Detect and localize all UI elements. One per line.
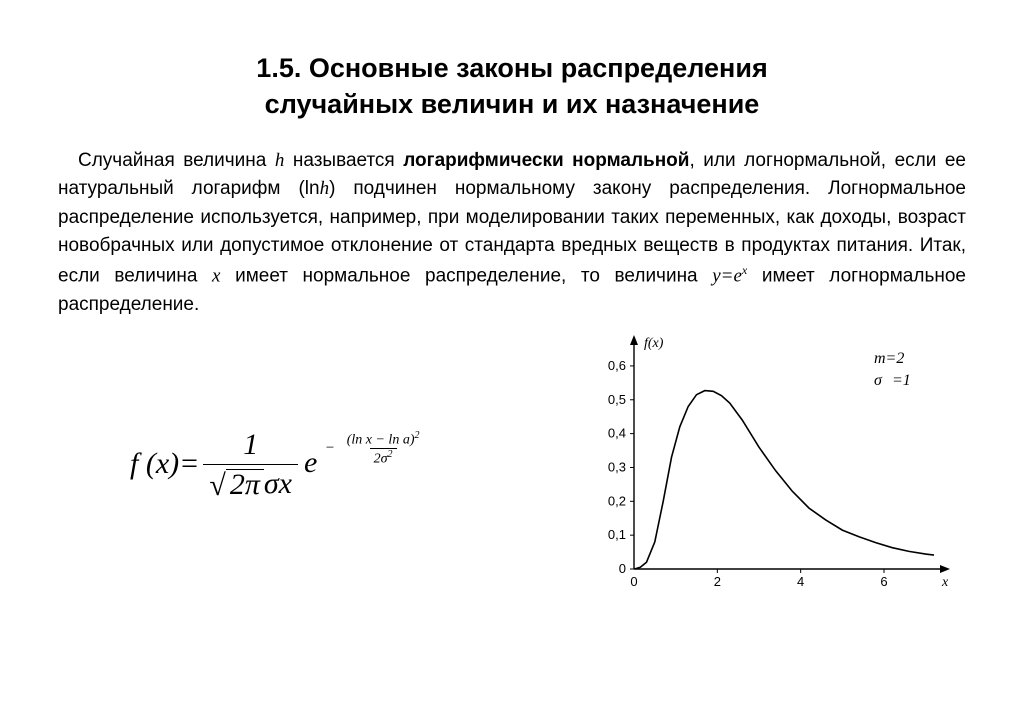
- title-line-2: случайных величин и их назначение: [265, 89, 760, 119]
- e-base: e: [304, 446, 317, 479]
- exp-num: (ln x − ln a)2: [343, 430, 424, 448]
- radical-sign: √: [209, 471, 225, 502]
- exponent: − (ln x − ln a)2 2σ2: [325, 430, 428, 467]
- svg-text:0,3: 0,3: [608, 460, 626, 475]
- svg-text:f(x): f(x): [644, 336, 664, 351]
- pdf-formula: f (x) = 1 √ 2π σx e − (ln x − ln a)2 2σ2: [50, 428, 574, 501]
- sigma-x: σx: [264, 467, 292, 500]
- pdf-chart: 0 0,1 0,2 0,3 0,4 0,5 0,6 0 2 4 6 f(x) x m=2 σ =1: [574, 329, 964, 599]
- var-h2: h: [320, 178, 330, 199]
- page-title: 1.5. Основные законы распределения случа…: [50, 50, 974, 123]
- term-lognormal: логарифмически нормальной: [403, 150, 689, 171]
- svg-text:0,6: 0,6: [608, 358, 626, 373]
- exp-fraction: (ln x − ln a)2 2σ2: [343, 430, 424, 467]
- svg-text:=1: =1: [892, 372, 911, 389]
- sqrt-arg: 2π: [226, 469, 264, 500]
- svg-text:x: x: [941, 575, 949, 590]
- var-y: y=e: [712, 265, 742, 286]
- svg-text:4: 4: [797, 574, 804, 589]
- exponent-block: e − (ln x − ln a)2 2σ2: [304, 446, 427, 483]
- denominator: √ 2π σx: [203, 464, 298, 501]
- svg-text:m=2: m=2: [874, 350, 904, 367]
- svg-text:6: 6: [880, 574, 887, 589]
- equals: =: [179, 447, 199, 481]
- body-paragraph: Случайная величина h называется логарифм…: [58, 147, 966, 319]
- p-t2: называется: [284, 150, 403, 171]
- svg-text:0,1: 0,1: [608, 527, 626, 542]
- main-fraction: 1 √ 2π σx: [203, 428, 298, 501]
- sqrt: √ 2π: [209, 469, 264, 500]
- svg-text:0: 0: [630, 574, 637, 589]
- chart-svg: 0 0,1 0,2 0,3 0,4 0,5 0,6 0 2 4 6 f(x) x m=2 σ =1: [574, 329, 964, 599]
- f-of-x: f (x): [130, 447, 179, 481]
- var-h: h: [275, 150, 285, 171]
- numerator-1: 1: [237, 428, 264, 464]
- p-t5: имеет нормальное распределение, то велич…: [220, 265, 712, 286]
- minus: −: [325, 440, 335, 456]
- svg-text:0: 0: [619, 561, 626, 576]
- exp-den: 2σ2: [370, 448, 397, 467]
- lower-row: f (x) = 1 √ 2π σx e − (ln x − ln a)2 2σ2: [50, 329, 974, 599]
- svg-text:2: 2: [714, 574, 721, 589]
- svg-text:0,5: 0,5: [608, 392, 626, 407]
- svg-text:σ: σ: [874, 372, 883, 389]
- svg-text:0,4: 0,4: [608, 426, 626, 441]
- title-line-1: 1.5. Основные законы распределения: [256, 53, 767, 83]
- svg-text:0,2: 0,2: [608, 494, 626, 509]
- p-t1: Случайная величина: [78, 150, 275, 171]
